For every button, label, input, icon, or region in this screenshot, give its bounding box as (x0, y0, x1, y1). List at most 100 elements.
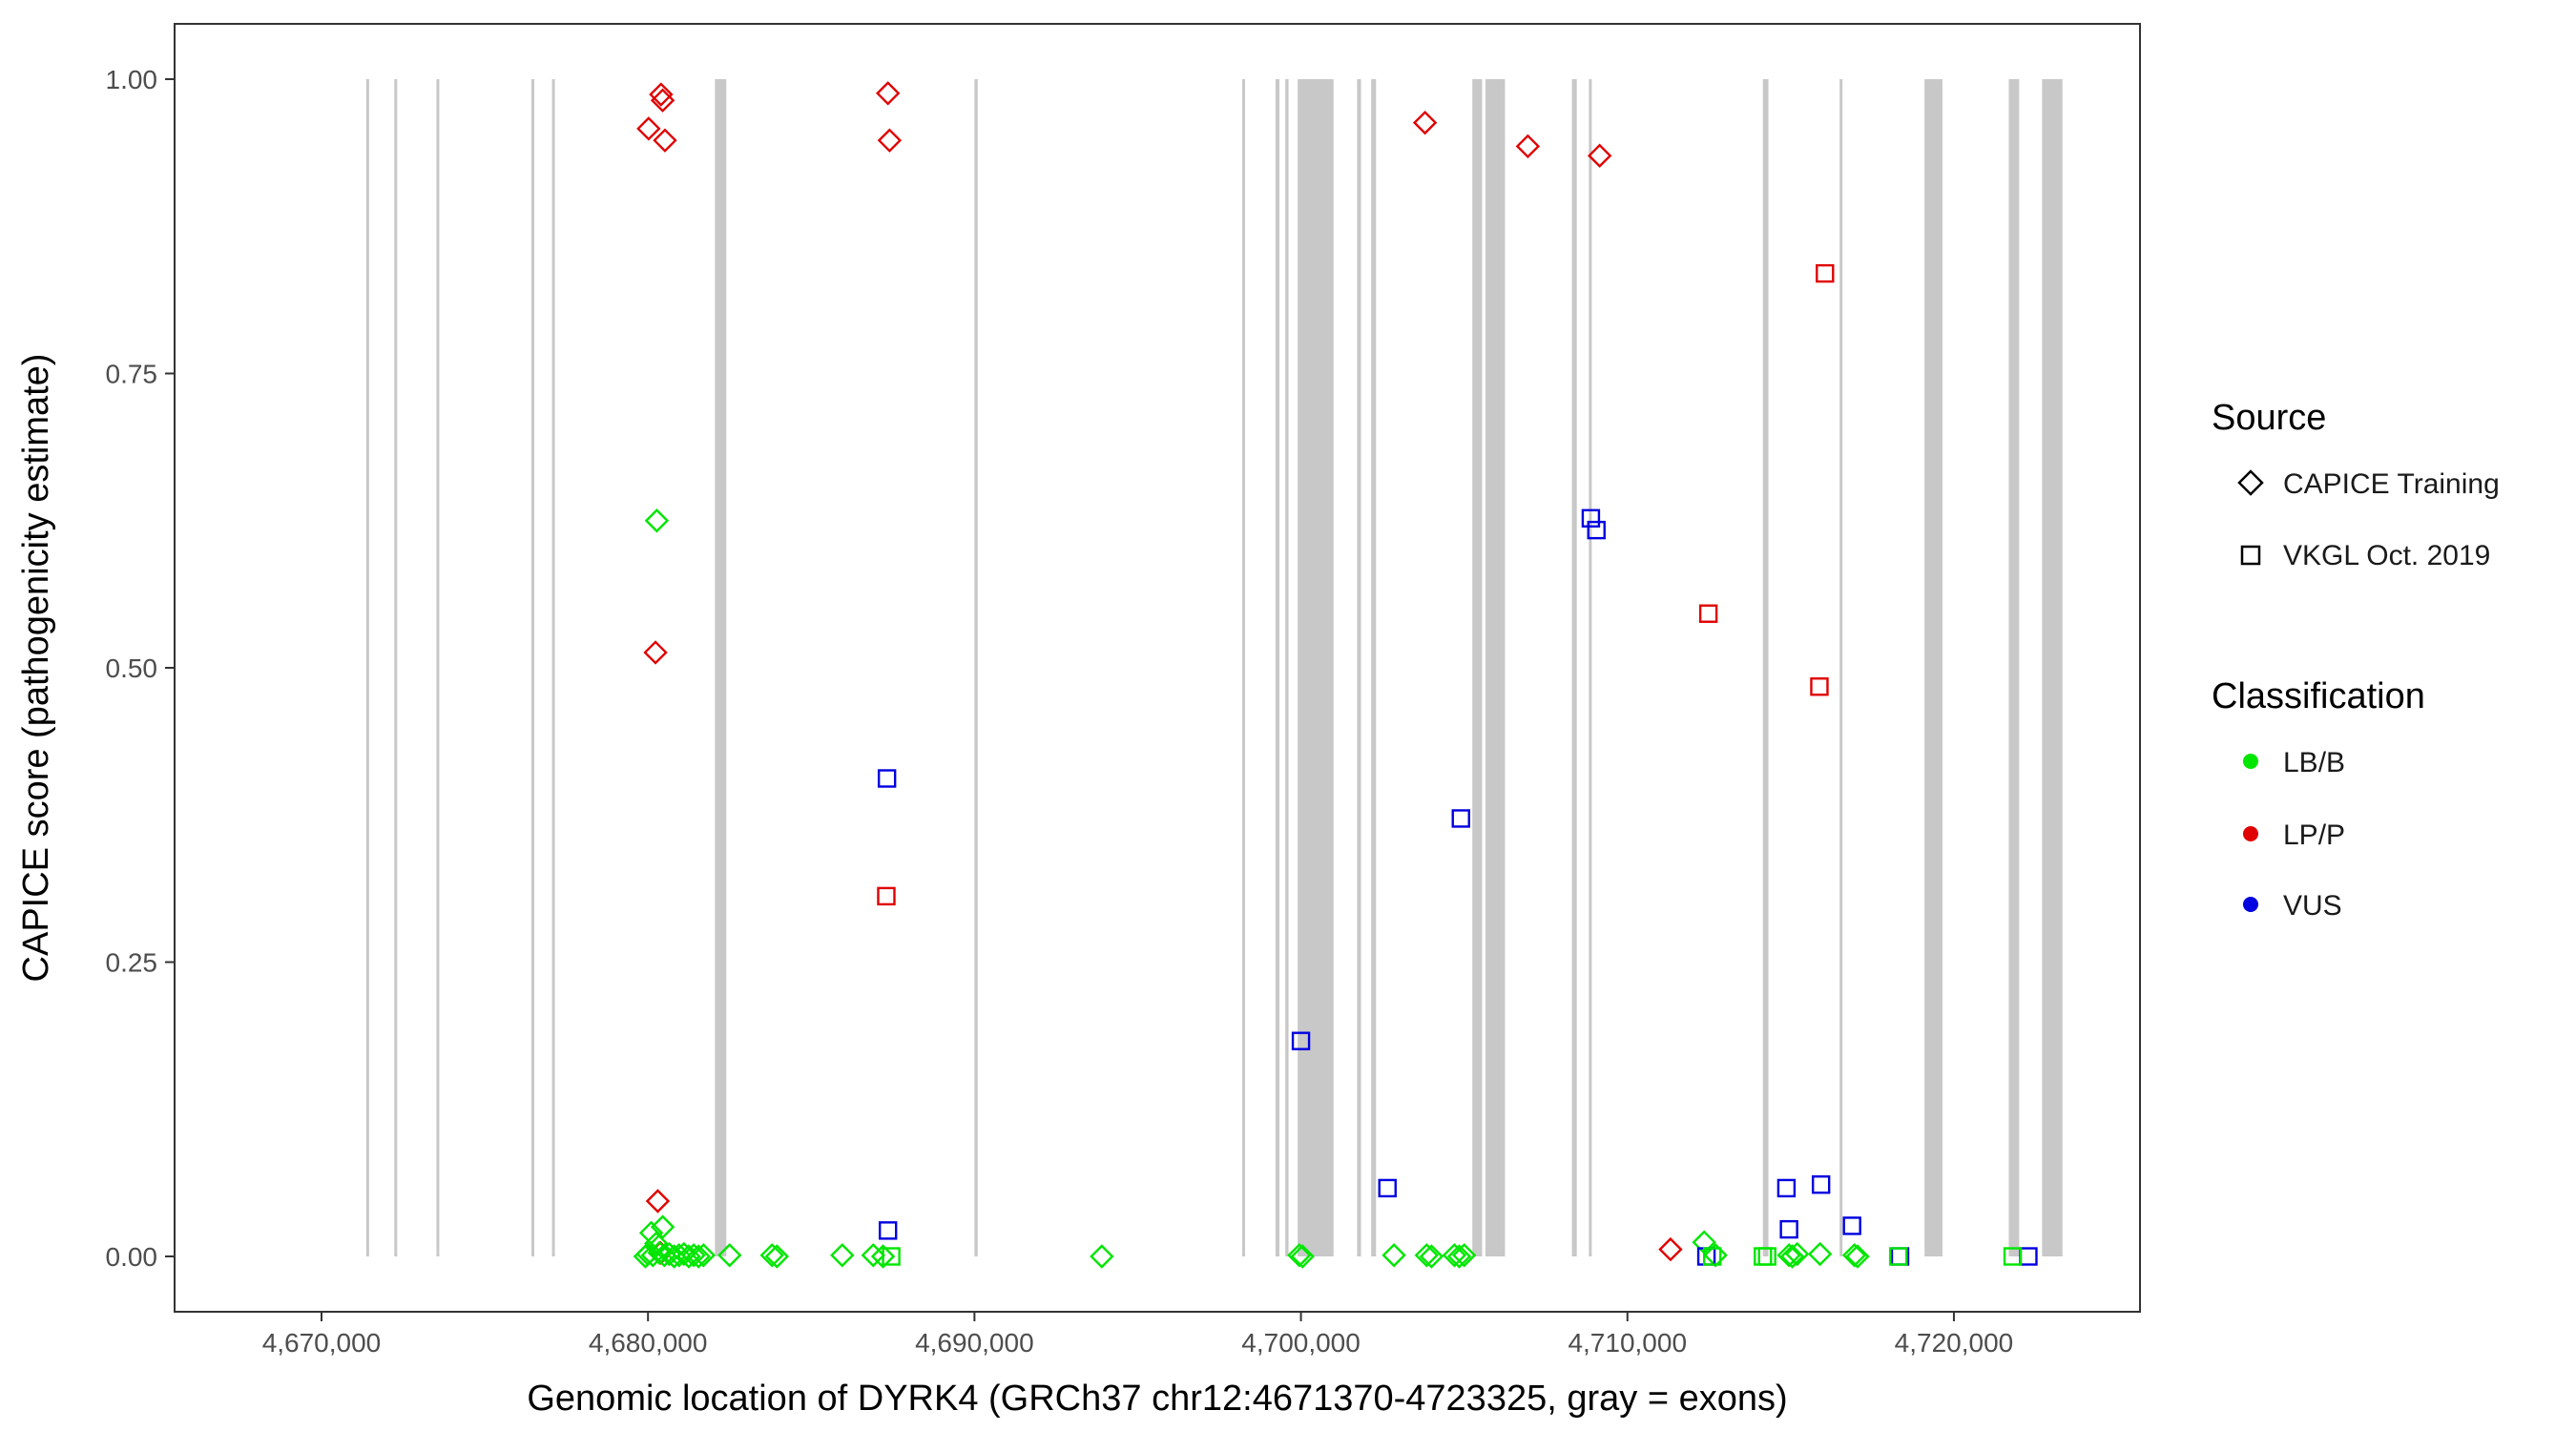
data-point-square (882, 1247, 901, 1266)
data-point-diamond (1419, 1244, 1444, 1269)
exon-band (1762, 78, 1769, 1257)
exon-band (436, 78, 440, 1257)
exon-band (715, 78, 727, 1257)
data-point-diamond (1703, 1243, 1728, 1268)
data-point-diamond (638, 1220, 664, 1246)
exon-band (1589, 78, 1592, 1257)
legend-item-label: VUS (2283, 890, 2342, 922)
x-tick-label: 4,680,000 (589, 1328, 708, 1358)
data-point-diamond (645, 1189, 671, 1213)
data-point-square (1291, 1031, 1311, 1050)
data-point-diamond (1776, 1243, 1801, 1268)
legend-item-lpp: LP/P (2243, 819, 2345, 851)
exon-band (1241, 78, 1245, 1257)
data-point-diamond (649, 82, 674, 107)
x-tick-label: 4,710,000 (1568, 1328, 1687, 1358)
data-point-diamond (1414, 1243, 1440, 1268)
data-point-diamond (1412, 110, 1438, 135)
exon-band (1571, 78, 1577, 1257)
data-point-square (1811, 1175, 1831, 1194)
data-point-diamond (861, 1243, 885, 1268)
exon-band (1298, 78, 1334, 1257)
x-tick-label: 4,720,000 (1895, 1328, 2014, 1358)
x-tick-label: 4,670,000 (262, 1328, 382, 1358)
data-point-square (1776, 1178, 1797, 1198)
legend-dot-icon (2243, 897, 2258, 912)
legend-diamond-icon (2237, 469, 2264, 496)
y-axis-title: CAPICE score (pathogenicity estimate) (16, 354, 56, 983)
exon-band (1371, 78, 1377, 1257)
data-point-diamond (1442, 1243, 1467, 1268)
data-point-square (877, 769, 897, 788)
data-point-square (1810, 677, 1829, 696)
data-point-square (1451, 809, 1470, 828)
y-tick-label: 0.50 (106, 653, 158, 683)
exon-band (1924, 78, 1942, 1257)
y-tick-label: 0.25 (106, 948, 158, 978)
data-point-square (1378, 1178, 1397, 1198)
legend-item-vkgl: VKGL Oct. 2019 (2240, 540, 2490, 571)
data-point-square (1757, 1247, 1776, 1266)
exon-band (974, 78, 978, 1257)
data-point-square (1842, 1216, 1861, 1235)
legend-item-label: CAPICE Training (2283, 468, 2500, 500)
data-point-square (1587, 520, 1606, 540)
data-point-diamond (717, 1243, 742, 1268)
data-point-diamond (681, 1243, 706, 1268)
legend-item-label: VKGL Oct. 2019 (2283, 540, 2490, 571)
y-tick-label: 0.75 (106, 359, 158, 388)
exon-band (1485, 78, 1506, 1257)
data-point-diamond (1845, 1244, 1870, 1269)
legend-item-label: LP/P (2283, 819, 2345, 851)
y-tick-label: 1.00 (106, 65, 158, 94)
data-point-diamond (877, 128, 903, 153)
data-point-diamond (650, 88, 675, 113)
legend-dot-icon (2243, 826, 2258, 841)
data-point-diamond (1451, 1243, 1477, 1268)
data-point-diamond (870, 1244, 896, 1269)
data-point-square (1816, 263, 1835, 283)
y-tick-label: 0.00 (106, 1242, 158, 1272)
data-point-diamond (1785, 1241, 1810, 1267)
exon-band (1357, 78, 1361, 1257)
legend-source-title: Source (2212, 398, 2326, 438)
exon-band (394, 78, 398, 1257)
legend-square-icon (2240, 545, 2261, 566)
exon-band (531, 78, 535, 1257)
data-point-diamond (1587, 143, 1612, 168)
data-point-diamond (1446, 1244, 1472, 1269)
data-point-diamond (1287, 1243, 1312, 1268)
x-axis-title: Genomic location of DYRK4 (GRCh37 chr12:… (527, 1379, 1787, 1419)
data-point-diamond (635, 1241, 660, 1267)
data-point-diamond (691, 1243, 717, 1268)
data-point-diamond (636, 116, 661, 141)
data-point-diamond (643, 640, 668, 665)
data-point-diamond (875, 81, 901, 106)
data-point-diamond (1658, 1236, 1683, 1262)
legend-item-label: LB/B (2283, 747, 2345, 778)
exon-band (2008, 78, 2020, 1257)
legend-classification-title: Classification (2212, 676, 2425, 716)
data-point-diamond (644, 1231, 669, 1256)
data-point-diamond (686, 1244, 711, 1269)
data-point-square (1889, 1247, 1908, 1266)
x-tick-label: 4,700,000 (1241, 1328, 1361, 1358)
exon-band (365, 78, 369, 1257)
data-point-square (2003, 1247, 2023, 1266)
data-point-diamond (1779, 1244, 1805, 1269)
data-point-square (1698, 604, 1718, 623)
data-point-diamond (672, 1241, 696, 1267)
data-point-diamond (1841, 1243, 1867, 1268)
plot-background (175, 24, 2140, 1312)
data-point-square (878, 1221, 898, 1240)
data-point-square (1703, 1247, 1722, 1266)
data-point-square (877, 886, 896, 906)
data-point-diamond (1807, 1241, 1833, 1267)
exon-bands (365, 78, 2063, 1257)
data-point-square (1779, 1219, 1798, 1239)
data-point-diamond (759, 1243, 784, 1268)
data-point-diamond (764, 1244, 790, 1269)
data-point-diamond (1381, 1243, 1406, 1268)
data-point-diamond (830, 1243, 855, 1268)
data-point-diamond (644, 508, 670, 533)
